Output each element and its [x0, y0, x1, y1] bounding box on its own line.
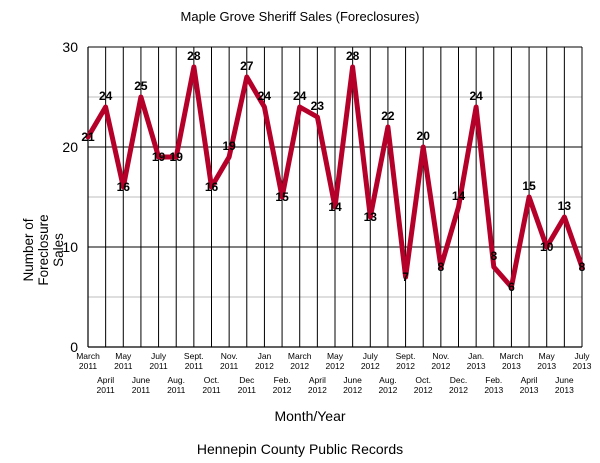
x-tick-label: Nov. 2011	[220, 351, 239, 371]
data-label: 13	[364, 210, 378, 224]
x-tick-label: April 2013	[520, 375, 539, 395]
data-label: 10	[540, 240, 554, 254]
x-tick-label: May 2012	[326, 351, 345, 371]
data-label: 25	[134, 79, 148, 93]
data-label: 7	[402, 270, 409, 284]
x-tick-label: Feb. 2012	[273, 375, 292, 395]
data-label: 8	[438, 260, 445, 274]
data-label: 23	[311, 99, 325, 113]
data-label: 21	[81, 130, 95, 144]
x-tick-label: Jan. 2013	[467, 351, 486, 371]
data-label: 8	[490, 249, 497, 263]
chart-title: Maple Grove Sheriff Sales (Foreclosures)	[180, 9, 420, 24]
data-label: 8	[579, 260, 586, 274]
x-tick-label: Aug. 2011	[167, 375, 186, 395]
data-label: 24	[99, 89, 113, 103]
x-tick-label: Dec. 2012	[449, 375, 468, 395]
x-tick-label: May 2013	[537, 351, 556, 371]
data-label: 6	[508, 280, 515, 294]
y-tick-label: 10	[62, 239, 78, 255]
x-tick-label: April 2011	[97, 375, 116, 395]
data-label: 24	[258, 89, 272, 103]
data-label: 13	[558, 199, 572, 213]
data-label: 19	[152, 150, 166, 164]
x-tick-label: June 2012	[343, 375, 362, 395]
x-tick-label: Nov. 2012	[431, 351, 450, 371]
x-tick-label: June 2011	[132, 375, 151, 395]
data-label: 16	[117, 180, 131, 194]
y-tick-label: 0	[70, 339, 78, 355]
x-tick-label: May 2011	[114, 351, 133, 371]
x-tick-label: July 2013	[573, 351, 592, 371]
x-tick-label: March 2012	[288, 351, 312, 371]
x-tick-label: Feb. 2013	[484, 375, 503, 395]
data-label: 16	[205, 180, 219, 194]
x-tick-label: July 2012	[361, 351, 380, 371]
y-tick-label: 20	[62, 139, 78, 155]
x-tick-label: Oct. 2012	[414, 375, 433, 395]
x-axis-label: Month/Year	[274, 408, 346, 424]
x-tick-label: Jan 2012	[255, 351, 274, 371]
data-label: 24	[469, 89, 483, 103]
data-label: 19	[170, 150, 184, 164]
x-tick-label: June 2013	[555, 375, 574, 395]
x-tick-label: Sept. 2011	[184, 351, 204, 371]
data-label: 15	[275, 190, 289, 204]
data-label: 14	[452, 189, 466, 203]
y-tick-label: 30	[62, 39, 78, 55]
data-label: 20	[417, 129, 431, 143]
x-tick-label: July 2011	[149, 351, 168, 371]
x-tick-label: April 2012	[308, 375, 327, 395]
data-label: 28	[187, 49, 201, 63]
data-label: 14	[328, 200, 342, 214]
chart-footer: Hennepin County Public Records	[196, 441, 404, 457]
x-tick-label: Sept. 2012	[396, 351, 416, 371]
series-line	[85, 64, 585, 290]
x-tick-label: March 2011	[76, 351, 100, 371]
data-label: 19	[222, 139, 236, 153]
data-label: 24	[293, 89, 307, 103]
data-label: 15	[522, 179, 536, 193]
x-tick-label: Oct. 2011	[202, 375, 221, 395]
data-label: 22	[381, 109, 395, 123]
x-tick-label: March 2013	[500, 351, 524, 371]
data-label: 27	[240, 59, 254, 73]
x-tick-label: Dec 2011	[238, 375, 257, 395]
data-label: 28	[346, 49, 360, 63]
x-tick-label: Aug. 2012	[378, 375, 397, 395]
